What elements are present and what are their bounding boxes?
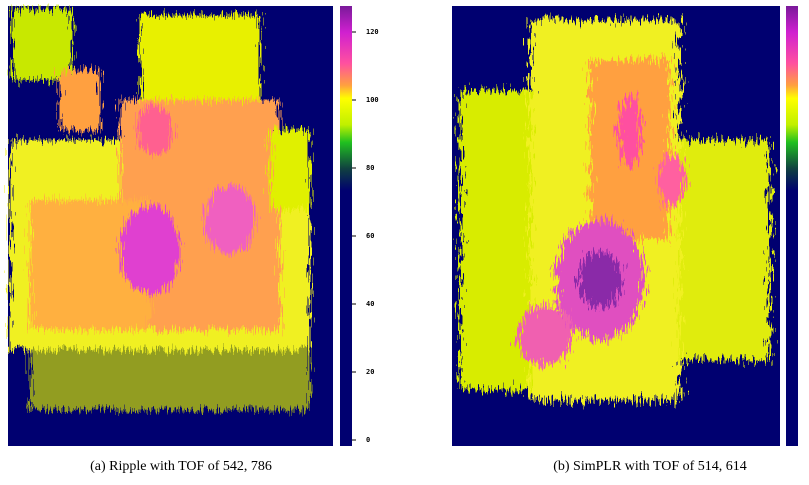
caption: (b) SimPLR with TOF of 514, 614	[553, 459, 747, 474]
colorbar-tick-label: 20	[366, 368, 374, 376]
caption: (a) Ripple with TOF of 542, 786	[90, 459, 272, 474]
colorbar-b	[786, 6, 798, 446]
heatmap-a	[8, 6, 333, 446]
colorbar-tick-label: 40	[366, 300, 374, 308]
colorbar-tick-label: 0	[366, 436, 370, 444]
heatmap-b	[452, 6, 780, 446]
colorbar-ticks: 0 20 40 60 80 100 120	[352, 28, 379, 444]
colorbar-tick-label: 80	[366, 164, 374, 172]
figure: 0 20 40 60 80 100 120 (a) Ripple with TOF of 5…	[0, 0, 809, 485]
colorbar-tick-label: 120	[366, 28, 379, 36]
colorbar-tick-label: 60	[366, 232, 374, 240]
colorbar-tick-label: 100	[366, 96, 379, 104]
colorbar-a	[340, 6, 352, 446]
